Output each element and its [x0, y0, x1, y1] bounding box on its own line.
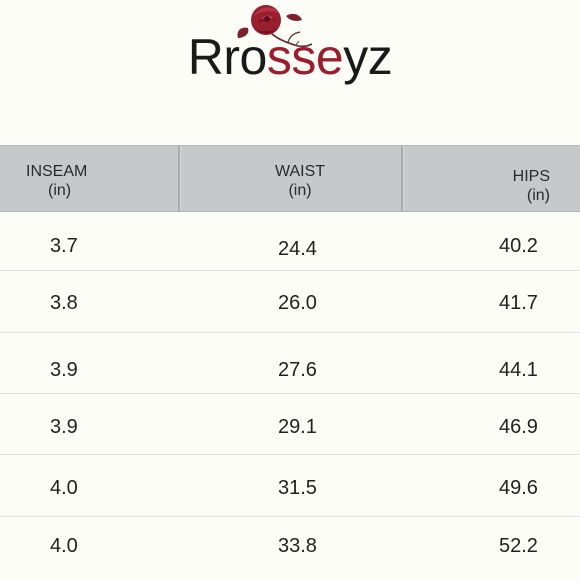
brand-name-part3: yz — [343, 29, 393, 85]
brand-logo: Rrosseyz — [0, 0, 580, 100]
cell-inseam: 3.7 — [50, 235, 78, 257]
table-row: 4.0 33.8 52.2 — [0, 517, 580, 581]
cell-hips: 41.7 — [499, 292, 538, 314]
table-row: 4.0 31.5 49.6 — [0, 455, 580, 517]
table-row: 3.9 29.1 46.9 — [0, 394, 580, 455]
table-row: 3.9 27.6 44.1 — [0, 333, 580, 394]
cell-waist: 24.4 — [278, 238, 317, 260]
table-row: 3.8 26.0 41.7 — [0, 271, 580, 333]
header-hips: HIPS (in) — [470, 167, 550, 232]
brand-name: Rrosseyz — [0, 27, 580, 87]
header-inseam-unit: (in) — [48, 182, 72, 199]
cell-inseam: 4.0 — [50, 477, 78, 499]
rose-icon — [237, 5, 313, 48]
header-inseam: INSEAM (in) — [26, 162, 126, 227]
cell-inseam: 3.9 — [50, 359, 78, 381]
size-table-header: INSEAM (in) WAIST (in) HIPS (in) — [0, 145, 580, 212]
cell-waist: 26.0 — [278, 292, 317, 314]
cell-hips: 49.6 — [499, 477, 538, 499]
header-hips-label: HIPS — [512, 168, 550, 185]
header-divider — [178, 146, 180, 211]
cell-inseam: 3.8 — [50, 292, 78, 314]
header-hips-unit: (in) — [526, 187, 550, 204]
table-row: 3.7 24.4 40.2 — [0, 211, 580, 271]
cell-hips: 46.9 — [499, 416, 538, 438]
cell-hips: 52.2 — [499, 535, 538, 557]
header-waist: WAIST (in) — [250, 162, 350, 227]
cell-inseam: 4.0 — [50, 535, 78, 557]
header-waist-label: WAIST — [274, 163, 326, 180]
cell-waist: 31.5 — [278, 477, 317, 499]
header-divider — [401, 146, 403, 211]
cell-waist: 33.8 — [278, 535, 317, 557]
cell-hips: 40.2 — [499, 235, 538, 257]
cell-hips: 44.1 — [499, 359, 538, 381]
brand-name-part2: sse — [266, 29, 344, 85]
header-waist-unit: (in) — [288, 182, 312, 199]
cell-inseam: 3.9 — [50, 416, 78, 438]
cell-waist: 29.1 — [278, 416, 317, 438]
brand-name-part1: Rro — [187, 29, 268, 85]
header-inseam-label: INSEAM — [26, 163, 88, 180]
cell-waist: 27.6 — [278, 359, 317, 381]
